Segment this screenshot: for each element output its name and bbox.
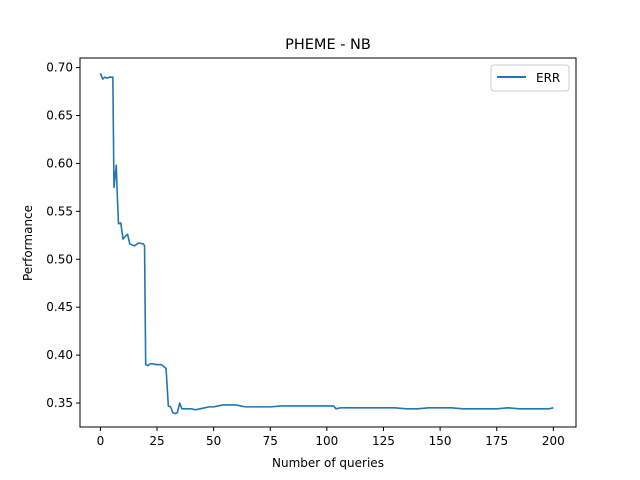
y-axis: 0.35 0.40 0.45 0.50 0.55 0.60 0.65 0.70 <box>46 61 80 410</box>
chart-title: PHEME - NB <box>285 37 371 53</box>
y-tick-label: 0.40 <box>46 348 73 362</box>
y-tick-label: 0.65 <box>46 109 73 123</box>
legend: ERR <box>490 64 570 92</box>
x-tick-label: 0 <box>97 434 105 448</box>
y-tick-label: 0.55 <box>46 204 73 218</box>
series-line-err <box>99 73 554 415</box>
y-tick-label: 0.70 <box>46 61 73 75</box>
axes-frame <box>79 57 577 428</box>
x-tick-label: 50 <box>206 434 221 448</box>
y-tick-label: 0.50 <box>46 252 73 266</box>
legend-label: ERR <box>536 71 560 85</box>
x-tick-label: 100 <box>315 434 338 448</box>
x-tick-label: 175 <box>485 434 508 448</box>
legend-box <box>490 64 570 92</box>
plot-area <box>99 73 554 415</box>
x-tick-label: 125 <box>372 434 395 448</box>
x-axis: 0 25 50 75 100 125 150 175 200 <box>97 427 565 448</box>
y-tick-label: 0.45 <box>46 300 73 314</box>
y-tick-label: 0.60 <box>46 156 73 170</box>
x-tick-label: 150 <box>429 434 452 448</box>
x-tick-label: 75 <box>263 434 278 448</box>
x-tick-label: 200 <box>542 434 565 448</box>
x-axis-label: Number of queries <box>272 456 384 470</box>
y-axis-label: Performance <box>21 205 35 281</box>
y-tick-label: 0.35 <box>46 396 73 410</box>
x-tick-label: 25 <box>149 434 164 448</box>
